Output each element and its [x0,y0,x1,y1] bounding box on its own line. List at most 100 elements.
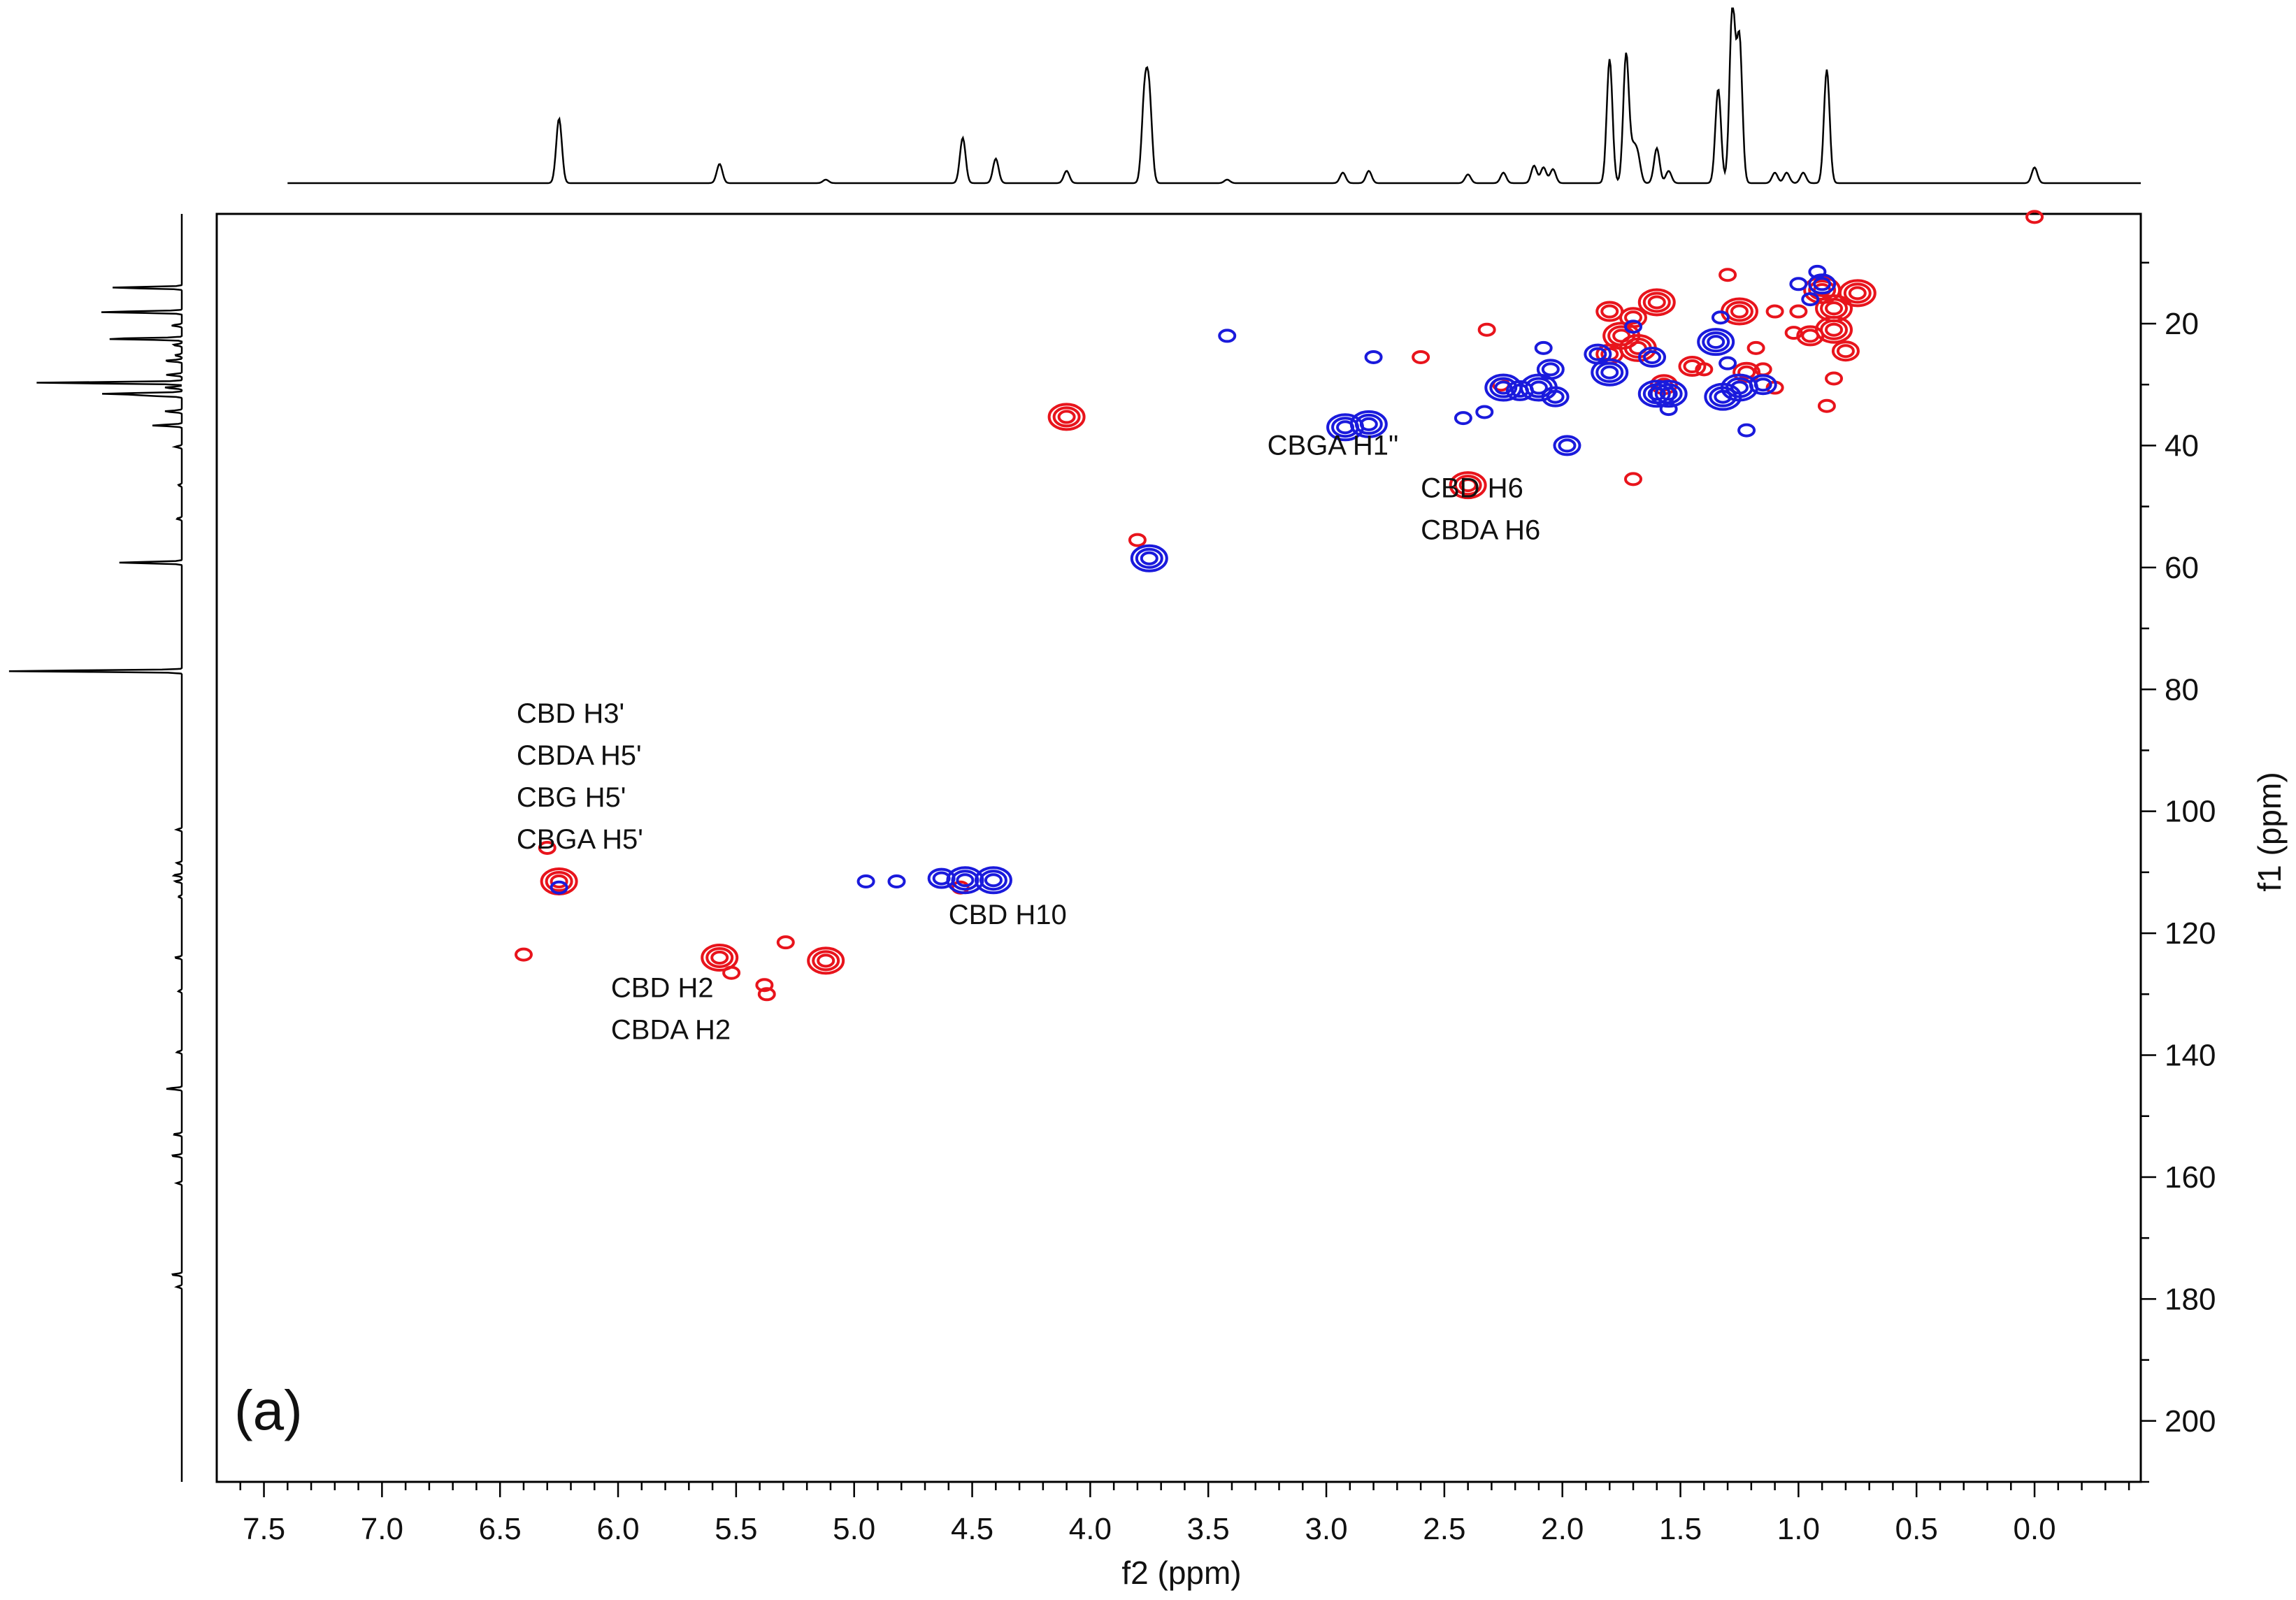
y-axis-title: f1 (ppm) [2251,772,2288,891]
contour-level [514,947,533,962]
negative-contour-peak [550,880,568,895]
contour-level [1588,347,1607,361]
x-tick-label: 5.5 [715,1512,757,1546]
contour-level [807,946,845,975]
contour-level [1619,307,1648,329]
negative-contour-peak [1737,423,1756,438]
contour-level [951,870,980,891]
negative-contour-peak [1591,358,1629,387]
contour-level [1711,310,1730,325]
positive-contour-peak [1678,356,1707,377]
contour-level [974,866,1012,895]
contour-level [1558,438,1577,453]
positive-contour-peak [1412,349,1430,364]
contour-level [550,880,568,895]
positive-contour-peak [1128,533,1147,547]
f1-projection-spectrum [8,214,183,1482]
negative-contour-peak [974,866,1012,895]
contour-level [1057,410,1076,424]
y-tick-label: 60 [2165,551,2199,585]
contour-level [701,943,739,972]
positive-contour-peak [776,935,795,950]
contour-level [1541,362,1560,377]
contour-level [1737,423,1756,438]
contour-level [1541,386,1570,408]
contour-level [1848,286,1867,301]
peak-annotation: CBD H10 [949,900,1067,930]
x-axis-title: f2 (ppm) [1121,1555,1241,1591]
contour-level [1695,362,1714,377]
contour-level [1789,304,1808,319]
contour-level [710,950,729,965]
contour-level [1529,380,1548,395]
positive-contour-peak [807,946,845,975]
positive-contour-peak [1624,472,1643,487]
contour-level [1659,402,1678,417]
y-tick-label: 160 [2165,1160,2216,1195]
f2-projection-spectrum [287,7,2141,185]
negative-contour-peak [1638,346,1667,368]
contour-level [1494,380,1513,395]
panel-label: (a) [234,1379,303,1441]
contour-level [1643,349,1662,364]
contour-level [1553,435,1581,456]
positive-contour-peak [1838,279,1877,308]
contour-level [1130,544,1168,572]
contour-level [1218,329,1237,343]
contour-level [1702,331,1730,353]
contour-level [1140,551,1158,565]
y-tick-label: 180 [2165,1282,2216,1316]
y-tick-label: 100 [2165,795,2216,829]
contour-level [1364,349,1383,364]
x-tick-label: 1.0 [1777,1512,1820,1546]
x-tick-label: 6.5 [479,1512,522,1546]
contour-level [1454,411,1472,426]
negative-contour-peak [946,866,984,895]
contour-level [1707,335,1725,349]
x-tick-label: 7.5 [243,1512,285,1546]
contour-level [1624,310,1643,325]
x-tick-label: 0.5 [1895,1512,1938,1546]
contour-level [1637,380,1676,408]
contour-level [1591,358,1629,387]
contour-level [812,950,840,972]
negative-contour-peak [1553,435,1581,456]
contour-level [1600,304,1619,319]
positive-contour-peak [538,841,557,855]
contour-level [1647,295,1666,310]
contour-level [1135,547,1163,569]
contour-level [1600,365,1619,380]
contour-level [1825,301,1844,316]
contour-level [1765,304,1784,319]
negative-contour-peak [1711,310,1730,325]
y-tick-label: 200 [2165,1404,2216,1439]
contour-level [1475,405,1494,419]
contour-level [1047,403,1086,431]
positive-contour-peak [1825,371,1844,386]
positive-contour-peak [1789,304,1808,319]
x-tick-label: 2.5 [1423,1512,1465,1546]
contour-level [1697,328,1735,356]
contour-level [1454,475,1482,496]
contour-level [1354,413,1383,435]
contour-level [1624,472,1643,487]
negative-contour-peak [1536,359,1565,380]
negative-contour-peak [1808,264,1827,279]
positive-contour-peak [1595,301,1624,322]
x-tick-label: 1.5 [1659,1512,1702,1546]
negative-contour-peak [1541,386,1570,408]
contour-level [817,953,835,968]
x-tick-label: 4.5 [951,1512,993,1546]
contour-level [856,874,875,888]
f1-projection-trace [8,214,183,1482]
negative-contour-peak [1801,292,1820,307]
contour-level [776,935,795,950]
contour-level [1730,304,1749,319]
positive-contour-peak [1477,322,1496,337]
contour-level [1789,277,1808,291]
contour-level [722,965,741,980]
positive-contour-peak [701,943,739,972]
negative-contour-peak [1349,410,1388,438]
contour-level [1534,340,1553,355]
positive-contour-peak [1765,304,1784,319]
